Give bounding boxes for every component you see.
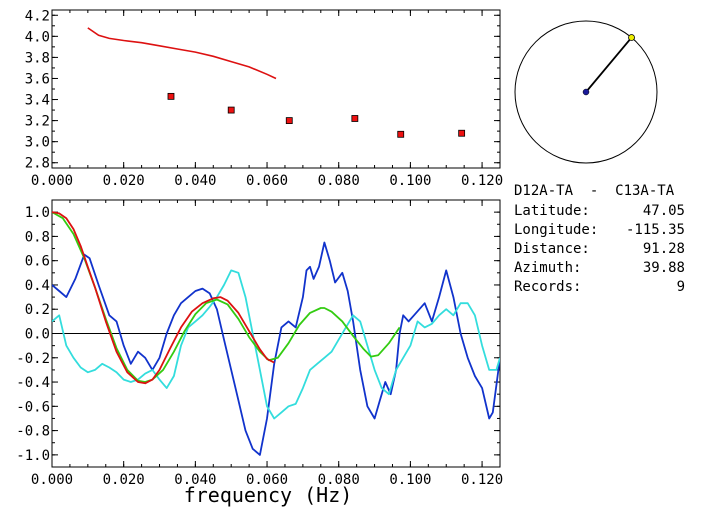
bottom-panel: 0.000 0.020 0.040 0.060 0.080 0.100 0.120 1.0 0.… (16, 199, 503, 488)
info-label: Azimuth: (514, 260, 582, 276)
station-info-panel: D12A-TA - C13A-TA Latitude: 47.05 Longitud… (514, 183, 699, 298)
series-line-red (52, 211, 275, 385)
info-row: Longitude: -115.35 (514, 222, 699, 241)
y-tick-label: 3.2 (25, 114, 50, 130)
azimuth-tip-dot (628, 34, 635, 41)
info-value: 39.88 (642, 260, 685, 276)
series-line-blue (52, 241, 500, 456)
y-tick-label: 0.4 (25, 278, 50, 294)
y-tick-label: 4.0 (25, 29, 50, 45)
x-tick-label: 0.080 (318, 472, 360, 488)
series-line-green (52, 211, 401, 383)
x-tick-label: 0.120 (461, 173, 503, 189)
measurement-marker (227, 106, 235, 114)
y-tick-label: 0.6 (25, 254, 50, 270)
x-tick-label: 0.100 (389, 173, 431, 189)
info-label: Distance: (514, 241, 590, 257)
plot-frame (51, 9, 501, 169)
x-tick-label: 0.000 (31, 472, 73, 488)
measurement-marker (397, 130, 405, 138)
info-value: -115.35 (625, 222, 685, 238)
x-tick-label: 0.060 (246, 173, 288, 189)
y-tick-label: 2.8 (25, 156, 50, 172)
y-tick-label: -0.6 (16, 399, 50, 415)
info-row: Azimuth: 39.88 (514, 260, 699, 279)
y-tick-label: -1.0 (16, 448, 50, 464)
info-value: 47.05 (642, 203, 685, 219)
x-tick-label: 0.040 (174, 472, 216, 488)
y-tick-label: 3.4 (25, 93, 50, 109)
x-axis-label: frequency (Hz) (184, 483, 353, 507)
dispersion-curve (87, 27, 277, 80)
series-line-cyan (52, 269, 500, 420)
x-tick-label: 0.120 (461, 472, 503, 488)
x-tick-label: 0.000 (31, 173, 73, 189)
y-tick-label: 4.2 (25, 8, 50, 24)
info-value: 9 (676, 279, 685, 295)
info-row: Distance: 91.28 (514, 241, 699, 260)
y-tick-label: -0.8 (16, 424, 50, 440)
x-tick-label: 0.100 (389, 472, 431, 488)
info-row: Records: 9 (514, 279, 699, 298)
x-tick-label: 0.080 (318, 173, 360, 189)
y-tick-label: -0.2 (16, 351, 50, 367)
info-value: 91.28 (642, 241, 685, 257)
top-panel: 0.000 0.020 0.040 0.060 0.080 0.100 0.120 2.8 3.… (25, 8, 503, 189)
info-label: Latitude: (514, 203, 590, 219)
measurement-marker (458, 129, 466, 137)
measurement-marker (285, 117, 293, 124)
dial-center-dot (582, 88, 590, 96)
x-tick-label: 0.020 (103, 173, 145, 189)
x-tick-label: 0.060 (246, 472, 288, 488)
azimuth-needle (585, 36, 633, 93)
x-tick-label: 0.040 (174, 173, 216, 189)
y-tick-label: 0.8 (25, 229, 50, 245)
station-pair-title: D12A-TA - C13A-TA (514, 183, 675, 199)
measurement-marker (351, 115, 359, 122)
x-tick-label: 0.020 (103, 472, 145, 488)
y-tick-label: 1.0 (25, 205, 50, 221)
y-tick-label: 3.8 (25, 50, 50, 66)
dial-circle (514, 20, 658, 164)
y-tick-label: 0.0 (25, 327, 50, 343)
y-tick-label: 3.6 (25, 71, 50, 87)
info-row: Latitude: 47.05 (514, 203, 699, 222)
y-tick-label: 3.0 (25, 135, 50, 151)
info-label: Longitude: (514, 222, 599, 238)
y-tick-label: 0.2 (25, 302, 50, 318)
info-label: Records: (514, 279, 582, 295)
azimuth-dial (514, 20, 658, 164)
measurement-marker (167, 92, 175, 100)
y-tick-label: -0.4 (16, 375, 50, 391)
